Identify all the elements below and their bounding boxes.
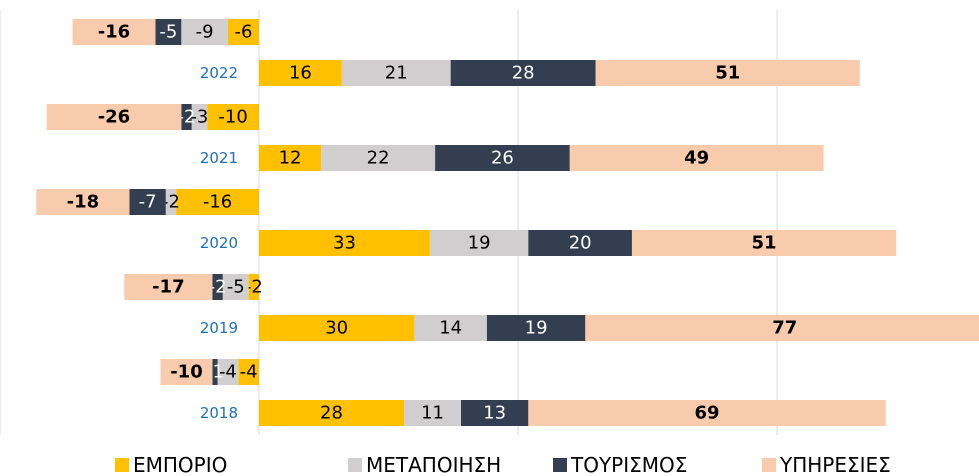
- data-label: 19: [468, 233, 491, 254]
- data-label: -4: [219, 362, 237, 383]
- data-label: -2: [245, 277, 263, 298]
- data-label: 19: [525, 318, 548, 339]
- data-label: 16: [289, 63, 312, 84]
- data-label: 30: [325, 318, 348, 339]
- y-tick-label: 2020: [200, 234, 238, 252]
- data-label: -2: [209, 277, 227, 298]
- bar-segment: [341, 60, 451, 86]
- bar-segment: [569, 145, 824, 171]
- bar-segment: [72, 19, 156, 45]
- bar-segment: [217, 359, 239, 385]
- data-label: 28: [512, 63, 535, 84]
- data-label: 12: [279, 148, 302, 169]
- data-label: 26: [491, 148, 514, 169]
- bar-segment: [429, 230, 529, 256]
- data-label: -26: [98, 107, 131, 128]
- legend-swatch: [762, 458, 776, 472]
- data-label: 77: [772, 318, 797, 339]
- bar-segment: [227, 19, 259, 45]
- data-label: 51: [752, 233, 777, 254]
- bar-segment: [258, 230, 430, 256]
- data-label: -10: [218, 107, 247, 128]
- bar-segment: [595, 60, 860, 86]
- bar-segment: [176, 189, 259, 215]
- data-label: -18: [67, 192, 100, 213]
- data-label: 69: [695, 403, 720, 424]
- bar-segment: [207, 104, 259, 130]
- legend-swatch: [348, 458, 362, 472]
- data-label: -16: [98, 22, 131, 43]
- bar-segment: [191, 104, 208, 130]
- bar-segment: [129, 189, 166, 215]
- data-label: 11: [421, 403, 444, 424]
- bar-segment: [486, 315, 586, 341]
- data-label: 21: [385, 63, 408, 84]
- bar-segment: [631, 230, 897, 256]
- legend-swatch: [115, 458, 129, 472]
- data-label: 49: [684, 148, 709, 169]
- data-label: -5: [159, 22, 177, 43]
- data-label: -2: [162, 192, 180, 213]
- bar-segment: [181, 104, 192, 130]
- data-label: 20: [569, 233, 592, 254]
- data-label: -3: [190, 107, 208, 128]
- bar-segment: [258, 60, 342, 86]
- y-tick-label: 2021: [200, 149, 238, 167]
- bar-segment: [404, 400, 462, 426]
- bar-segment: [160, 359, 213, 385]
- bar-segment: [258, 315, 415, 341]
- y-tick-label: 2022: [200, 64, 238, 82]
- bar-segment: [585, 315, 979, 341]
- bar-segment: [258, 145, 322, 171]
- bar-segment: [238, 359, 259, 385]
- data-label: 13: [483, 403, 506, 424]
- bar-segment: [181, 19, 228, 45]
- bar-segment: [222, 274, 249, 300]
- bar-segment: [321, 145, 436, 171]
- legend-label: ΤΟΥΡΙΣΜΟΣ: [570, 453, 687, 476]
- data-label: -17: [152, 277, 185, 298]
- data-label: -16: [203, 192, 232, 213]
- bar-segment: [155, 19, 182, 45]
- bar-segment: [450, 60, 596, 86]
- bar-segment: [248, 274, 259, 300]
- data-label: -5: [227, 277, 245, 298]
- data-label: 28: [320, 403, 343, 424]
- bar-segment: [528, 230, 632, 256]
- data-label: -6: [234, 22, 252, 43]
- data-label: -2: [177, 107, 195, 128]
- bar-segment: [46, 104, 182, 130]
- legend-label: ΜΕΤΑΠΟΙΗΣΗ: [366, 453, 501, 476]
- bar-segment: [461, 400, 529, 426]
- data-label: -10: [170, 362, 203, 383]
- data-label: -9: [196, 22, 214, 43]
- legend-label: ΕΜΠΟΡΙΟ: [133, 453, 227, 476]
- legend-swatch: [553, 458, 567, 472]
- bar-segment: [528, 400, 886, 426]
- bar-segment: [36, 189, 130, 215]
- data-label: -7: [139, 192, 157, 213]
- bar-segment: [212, 359, 218, 385]
- bar-segment: [165, 189, 177, 215]
- data-label: -4: [240, 362, 258, 383]
- data-label: 14: [439, 318, 462, 339]
- bar-segment: [258, 400, 405, 426]
- bar-segment: [124, 274, 213, 300]
- bar-segment: [435, 145, 570, 171]
- bar-segment: [212, 274, 223, 300]
- y-tick-label: 2019: [200, 319, 238, 337]
- data-label: 22: [367, 148, 390, 169]
- bar-segment: [414, 315, 487, 341]
- data-label: 33: [333, 233, 356, 254]
- y-tick-label: 2018: [200, 404, 238, 422]
- legend-label: ΥΠΗΡΕΣΙΕΣ: [779, 453, 891, 476]
- data-label: 51: [715, 63, 740, 84]
